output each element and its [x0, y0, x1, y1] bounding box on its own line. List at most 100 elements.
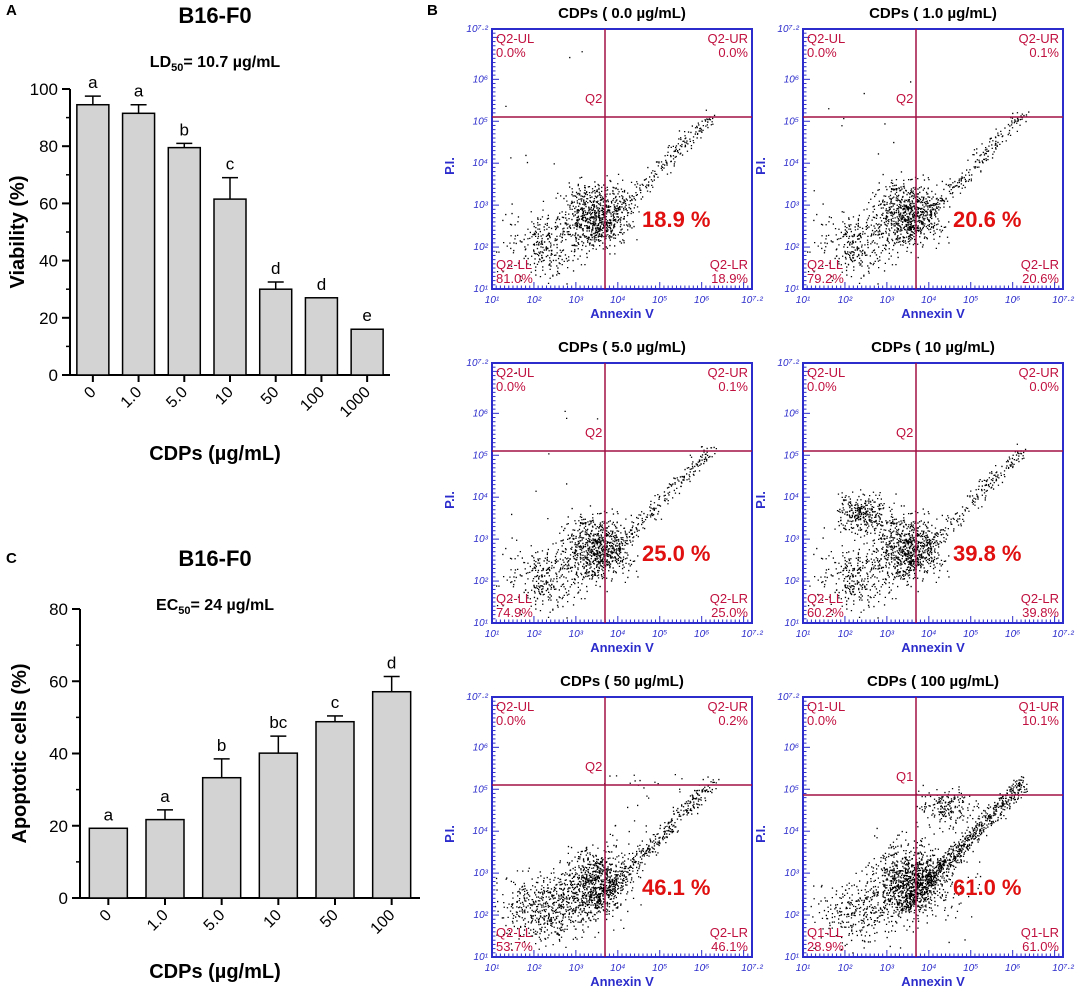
- quadrant-gate-name: Q2: [585, 91, 602, 106]
- x-axis-tick-label: 10⁶: [1005, 629, 1020, 640]
- quadrant-gate-name: Q2: [585, 425, 602, 440]
- x-axis-tick-label: 10³: [569, 963, 584, 974]
- y-tick-label: 60: [39, 194, 58, 213]
- x-tick-label: 1.0: [144, 907, 172, 935]
- quadrant-ur-value: 0.0%: [1029, 379, 1059, 394]
- x-axis-tick-label: 10⁵: [963, 629, 978, 640]
- bar: [371, 690, 412, 899]
- quadrant-ul-value: 0.0%: [807, 379, 837, 394]
- quadrant-ur-value: 10.1%: [1022, 713, 1059, 728]
- y-axis-tick-label: 10⁷·²: [466, 358, 488, 369]
- y-axis-tick-label: 10⁶: [784, 74, 799, 85]
- x-tick-label: 100: [297, 384, 328, 415]
- quadrant-ur-value: 0.0%: [718, 45, 748, 60]
- x-axis-tick-label: 10⁷·²: [1052, 629, 1074, 640]
- y-axis-label: P.I.: [753, 157, 768, 175]
- x-tick-label: 1000: [337, 384, 374, 421]
- x-axis-tick-label: 10¹: [485, 963, 500, 974]
- subtitle-suffix: = 24 µg/mL: [191, 597, 275, 614]
- y-axis-tick-label: 10³: [474, 534, 489, 545]
- quadrant-ul-value: 0.0%: [496, 379, 526, 394]
- significance-letter: a: [160, 787, 170, 806]
- y-axis-tick-label: 10¹: [785, 952, 800, 963]
- plot-frame: [802, 28, 1064, 290]
- quadrant-ll-value: 60.2%: [807, 605, 844, 620]
- quadrant-ll-name: Q2-LL: [807, 591, 843, 606]
- y-axis-tick-label: 10⁴: [784, 492, 799, 503]
- x-tick-label: 50: [317, 907, 342, 932]
- x-axis-label: CDPs (µg/mL): [149, 443, 281, 465]
- x-axis-tick-label: 10²: [838, 295, 853, 306]
- significance-letter: c: [331, 693, 340, 712]
- y-axis-label: Viability (%): [7, 176, 29, 289]
- quadrant-ur-value: 0.1%: [718, 379, 748, 394]
- y-tick-label: 0: [59, 889, 68, 908]
- y-axis-tick-label: 10³: [785, 868, 800, 879]
- significance-letter: b: [217, 736, 226, 755]
- y-axis-tick-label: 10⁵: [784, 450, 799, 461]
- x-axis-tick-label: 10⁷·²: [1052, 963, 1074, 974]
- x-axis-tick-label: 10⁶: [1005, 963, 1020, 974]
- quadrant-ul-name: Q1-UL: [807, 699, 845, 714]
- x-axis-tick-label: 10⁵: [652, 963, 667, 974]
- y-tick-label: 40: [49, 745, 68, 764]
- y-axis-tick-label: 10⁵: [784, 784, 799, 795]
- quadrant-ur-name: Q2-UR: [1019, 31, 1059, 46]
- quadrant-ll-name: Q2-LL: [496, 925, 532, 940]
- y-axis-tick-label: 10⁶: [473, 742, 488, 753]
- y-axis-tick-label: 10⁶: [784, 408, 799, 419]
- quadrant-ul-name: Q2-UL: [807, 31, 845, 46]
- significance-letter: a: [134, 82, 144, 101]
- quadrant-ul-value: 0.0%: [807, 713, 837, 728]
- x-axis-tick-label: 10¹: [796, 295, 811, 306]
- quadrant-lr-value: 46.1%: [711, 939, 748, 954]
- dot-plot-title: CDPs ( 10 µg/mL): [871, 339, 995, 356]
- x-axis-tick-label: 10³: [880, 963, 895, 974]
- x-axis-tick-label: 10³: [880, 295, 895, 306]
- bar: [258, 752, 299, 899]
- quadrant-ll-name: Q2-LL: [496, 257, 532, 272]
- x-tick-label: 0: [97, 907, 115, 925]
- significance-letter: c: [226, 155, 235, 174]
- quadrant-ur-name: Q1-UR: [1019, 699, 1059, 714]
- plot-frame: [802, 696, 1064, 958]
- significance-letter: b: [180, 120, 189, 139]
- y-axis-tick-label: 10⁵: [784, 116, 799, 127]
- x-axis-tick-label: 10³: [880, 629, 895, 640]
- chart-title: B16-F0: [178, 3, 251, 28]
- dot-plot-title: CDPs ( 5.0 µg/mL): [558, 339, 686, 356]
- subtitle-subscript: 50: [171, 62, 183, 74]
- subtitle-prefix: LD: [150, 54, 171, 71]
- panel-label-a: A: [6, 2, 17, 19]
- quadrant-ll-value: 53.7%: [496, 939, 533, 954]
- quadrant-lr-name: Q2-LR: [1021, 591, 1059, 606]
- significance-letter: bc: [269, 713, 287, 732]
- bar: [258, 288, 293, 376]
- y-axis-tick-label: 10¹: [785, 618, 800, 629]
- significance-letter: a: [88, 73, 98, 92]
- chart-subtitle: LD50= 10.7 µg/mL: [150, 54, 281, 74]
- y-axis-tick-label: 10⁴: [473, 158, 488, 169]
- x-axis-tick-label: 10²: [838, 963, 853, 974]
- chart-subtitle: EC50= 24 µg/mL: [156, 597, 274, 617]
- quadrant-lr-value: 39.8%: [1022, 605, 1059, 620]
- y-axis-tick-label: 10²: [785, 576, 800, 587]
- x-axis-tick-label: 10²: [527, 629, 542, 640]
- x-axis-tick-label: 10⁴: [921, 295, 936, 306]
- significance-letter: a: [104, 805, 114, 824]
- x-axis-tick-label: 10²: [527, 295, 542, 306]
- quadrant-ur-value: 0.2%: [718, 713, 748, 728]
- x-axis-tick-label: 10⁵: [652, 295, 667, 306]
- quadrant-lr-name: Q2-LR: [710, 925, 748, 940]
- x-axis-tick-label: 10¹: [485, 629, 500, 640]
- dot-plot-title: CDPs ( 50 µg/mL): [560, 673, 684, 690]
- y-axis-tick-label: 10⁴: [473, 492, 488, 503]
- quadrant-ul-value: 0.0%: [496, 713, 526, 728]
- y-axis-tick-label: 10³: [785, 534, 800, 545]
- quadrant-gate-name: Q2: [585, 759, 602, 774]
- x-axis-tick-label: 10⁶: [1005, 295, 1020, 306]
